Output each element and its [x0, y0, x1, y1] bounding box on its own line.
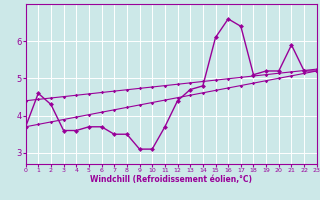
X-axis label: Windchill (Refroidissement éolien,°C): Windchill (Refroidissement éolien,°C) — [90, 175, 252, 184]
